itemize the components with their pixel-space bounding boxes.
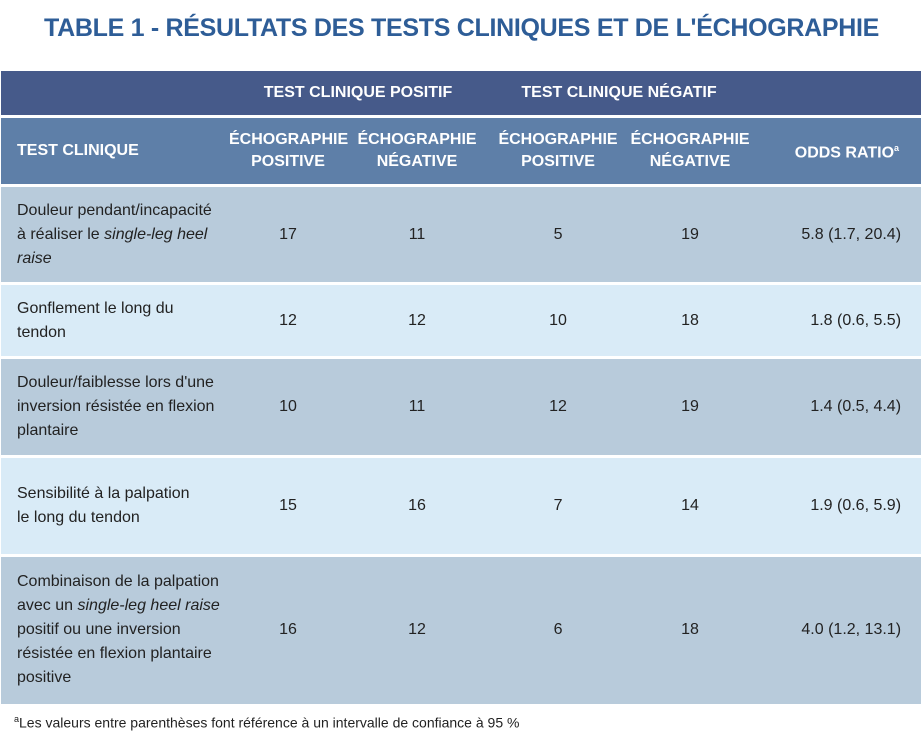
row-label: Combinaison de la palpation avec un singl… <box>1 554 229 704</box>
cell-value: 19 <box>629 184 752 284</box>
row-label: Sensibilité à la palpation le long du ten… <box>1 455 229 556</box>
row-label-text: positif ou une inversion résistée en fle… <box>17 621 212 687</box>
col-header-line: ÉCHOGRAPHIE <box>229 131 349 148</box>
cell-value: 18 <box>629 554 752 704</box>
cell-value: 12 <box>347 554 488 704</box>
cell-value: 19 <box>629 356 752 457</box>
group-header-row: TEST CLINIQUE POSITIF TEST CLINIQUE NÉGA… <box>1 71 922 117</box>
row-label-text: avec un <box>17 597 78 615</box>
cell-value: 6 <box>487 554 630 704</box>
column-header-row: TEST CLINIQUE ÉCHOGRAPHIE POSITIVE ÉCHOGR… <box>1 115 922 186</box>
cell-value: 14 <box>629 455 752 556</box>
col-header-line: ÉCHOGRAPHIE <box>630 131 750 148</box>
row-label-italic: single-leg heel raise <box>77 597 220 615</box>
cell-value: 10 <box>229 356 347 457</box>
col-header-pos-echo-pos: ÉCHOGRAPHIE POSITIVE <box>229 115 349 186</box>
col-header-odds-ratio: ODDS RATIOa <box>751 115 922 186</box>
cell-value: 16 <box>229 554 347 704</box>
col-header-line: POSITIVE <box>521 153 595 170</box>
cell-value: 11 <box>347 356 488 457</box>
row-label-text: Douleur pendant/incapacité <box>17 201 212 219</box>
table-row: Gonflement le long du tendon 12 12 10 18… <box>1 282 922 358</box>
cell-value: 18 <box>629 282 752 358</box>
col-header-line: POSITIVE <box>251 153 325 170</box>
cell-value: 16 <box>347 455 488 556</box>
row-label: Gonflement le long du tendon <box>1 282 229 358</box>
table-row: Combinaison de la palpation avec un singl… <box>1 554 922 704</box>
col-header-test: TEST CLINIQUE <box>1 115 229 186</box>
row-label: Douleur pendant/incapacité à réaliser le … <box>1 184 229 284</box>
cell-value: 11 <box>347 184 488 284</box>
cell-value: 15 <box>229 455 347 556</box>
group-header-positive: TEST CLINIQUE POSITIF <box>229 71 488 117</box>
cell-odds-ratio: 5.8 (1.7, 20.4) <box>751 184 922 284</box>
col-header-neg-echo-neg: ÉCHOGRAPHIE NÉGATIVE <box>629 115 752 186</box>
cell-value: 7 <box>487 455 630 556</box>
cell-value: 5 <box>487 184 630 284</box>
col-header-line: NÉGATIVE <box>376 153 458 170</box>
col-header-line: ÉCHOGRAPHIE <box>498 131 618 148</box>
col-header-pos-echo-neg: ÉCHOGRAPHIE NÉGATIVE <box>347 115 488 186</box>
row-label-text: à réaliser le <box>17 225 105 243</box>
col-header-line: ÉCHOGRAPHIE <box>357 131 477 148</box>
row-label-text: Combinaison de la palpation <box>17 573 219 591</box>
footnote-text: Les valeurs entre parenthèses font référ… <box>19 714 520 731</box>
cell-odds-ratio: 1.4 (0.5, 4.4) <box>751 356 922 457</box>
row-label-italic: single-leg heel raise <box>17 225 208 267</box>
group-header-negative: TEST CLINIQUE NÉGATIF <box>487 71 752 117</box>
group-header-empty <box>1 71 229 117</box>
row-label: Douleur/faiblesse lors d'une inversion r… <box>1 356 229 457</box>
group-header-empty-right <box>751 71 922 117</box>
footnote-marker: a <box>894 143 900 154</box>
table-row: Douleur pendant/incapacité à réaliser le … <box>1 184 922 284</box>
footnote-marker: a <box>14 714 20 724</box>
col-header-odds-ratio-text: ODDS RATIO <box>794 144 895 162</box>
cell-value: 12 <box>229 282 347 358</box>
row-label-text: le long du tendon <box>17 509 140 526</box>
col-header-neg-echo-pos: ÉCHOGRAPHIE POSITIVE <box>487 115 630 186</box>
results-table: TEST CLINIQUE POSITIF TEST CLINIQUE NÉGA… <box>1 71 922 704</box>
cell-value: 12 <box>347 282 488 358</box>
footnote: aLes valeurs entre parenthèses font réfé… <box>14 714 519 731</box>
cell-odds-ratio: 1.8 (0.6, 5.5) <box>751 282 922 358</box>
cell-value: 12 <box>487 356 630 457</box>
cell-odds-ratio: 4.0 (1.2, 13.1) <box>751 554 922 704</box>
table-row: Sensibilité à la palpation le long du ten… <box>1 455 922 556</box>
row-label-text: Sensibilité à la palpation <box>17 485 190 502</box>
cell-odds-ratio: 1.9 (0.6, 5.9) <box>751 455 922 556</box>
col-header-line: NÉGATIVE <box>649 153 731 170</box>
cell-value: 17 <box>229 184 347 284</box>
cell-value: 10 <box>487 282 630 358</box>
table-title: TABLE 1 - RÉSULTATS DES TESTS CLINIQUES … <box>43 14 880 42</box>
table-row: Douleur/faiblesse lors d'une inversion r… <box>1 356 922 457</box>
